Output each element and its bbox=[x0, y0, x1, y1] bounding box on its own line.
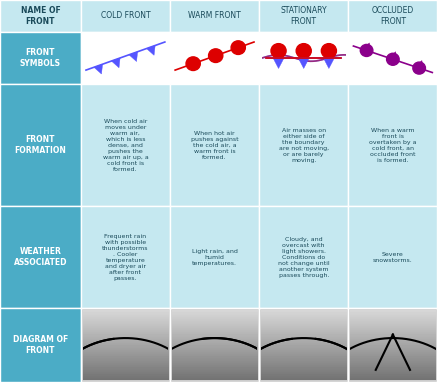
Text: When hot air
pushes against
the cold air, a
warm front is
formed.: When hot air pushes against the cold air… bbox=[191, 131, 238, 160]
Text: Air masses on
either side of
the boundary
are not moving,
or are barely
moving.: Air masses on either side of the boundar… bbox=[279, 128, 329, 163]
Text: Light rain, and
humid
temperatures.: Light rain, and humid temperatures. bbox=[192, 249, 237, 265]
Polygon shape bbox=[323, 58, 334, 68]
Bar bbox=[259, 206, 348, 308]
Polygon shape bbox=[273, 58, 284, 68]
Circle shape bbox=[231, 41, 245, 55]
Text: WARM FRONT: WARM FRONT bbox=[188, 11, 241, 20]
Text: COLD FRONT: COLD FRONT bbox=[101, 11, 150, 20]
Bar bbox=[259, 84, 348, 206]
Circle shape bbox=[387, 53, 399, 65]
Circle shape bbox=[271, 44, 286, 58]
Polygon shape bbox=[415, 60, 423, 70]
Bar bbox=[81, 308, 170, 382]
Polygon shape bbox=[298, 58, 309, 68]
Bar bbox=[0, 206, 81, 308]
Bar bbox=[170, 308, 259, 382]
Polygon shape bbox=[94, 64, 103, 74]
Polygon shape bbox=[129, 52, 138, 62]
Bar bbox=[81, 84, 170, 206]
Bar bbox=[170, 206, 259, 308]
Bar bbox=[170, 32, 259, 84]
Text: OCCLUDED
FRONT: OCCLUDED FRONT bbox=[372, 6, 414, 26]
Circle shape bbox=[296, 44, 311, 58]
Bar bbox=[259, 32, 348, 84]
Text: When cold air
moves under
warm air,
which is less
dense, and
pushes the
warm air: When cold air moves under warm air, whic… bbox=[103, 119, 148, 172]
Circle shape bbox=[321, 44, 336, 58]
Text: FRONT
SYMBOLS: FRONT SYMBOLS bbox=[20, 48, 61, 68]
Text: Severe
snowstorms.: Severe snowstorms. bbox=[373, 252, 413, 262]
Bar bbox=[0, 308, 81, 382]
Bar bbox=[348, 308, 437, 382]
Bar bbox=[0, 84, 81, 206]
Text: WEATHER
ASSOCIATED: WEATHER ASSOCIATED bbox=[14, 247, 67, 267]
Bar bbox=[81, 0, 170, 32]
Bar bbox=[259, 308, 348, 382]
Polygon shape bbox=[111, 58, 120, 68]
Polygon shape bbox=[146, 45, 155, 55]
Bar bbox=[81, 32, 170, 84]
Circle shape bbox=[186, 57, 200, 71]
Text: STATIONARY
FRONT: STATIONARY FRONT bbox=[281, 6, 327, 26]
Bar bbox=[348, 84, 437, 206]
Bar bbox=[348, 0, 437, 32]
Bar bbox=[348, 206, 437, 308]
Text: When a warm
front is
overtaken by a
cold front, an
occluded front
is formed.: When a warm front is overtaken by a cold… bbox=[369, 128, 416, 163]
Bar bbox=[0, 32, 81, 84]
Bar bbox=[348, 32, 437, 84]
Polygon shape bbox=[363, 43, 371, 52]
Bar bbox=[259, 0, 348, 32]
Bar bbox=[0, 0, 81, 32]
Bar bbox=[170, 84, 259, 206]
Circle shape bbox=[413, 62, 426, 74]
Text: NAME OF
FRONT: NAME OF FRONT bbox=[21, 6, 60, 26]
Polygon shape bbox=[389, 52, 397, 61]
Circle shape bbox=[208, 49, 223, 63]
Text: DIAGRAM OF
FRONT: DIAGRAM OF FRONT bbox=[13, 335, 68, 355]
Text: Cloudy, and
overcast with
light showers.
Conditions do
not change until
another : Cloudy, and overcast with light showers.… bbox=[278, 236, 329, 278]
Bar bbox=[170, 0, 259, 32]
Bar bbox=[81, 206, 170, 308]
Text: FRONT
FORMATION: FRONT FORMATION bbox=[14, 135, 66, 155]
Circle shape bbox=[360, 44, 373, 57]
Text: Frequent rain
with possible
thunderstorms
. Cooler
temperature
and dryer air
aft: Frequent rain with possible thunderstorm… bbox=[102, 233, 149, 281]
